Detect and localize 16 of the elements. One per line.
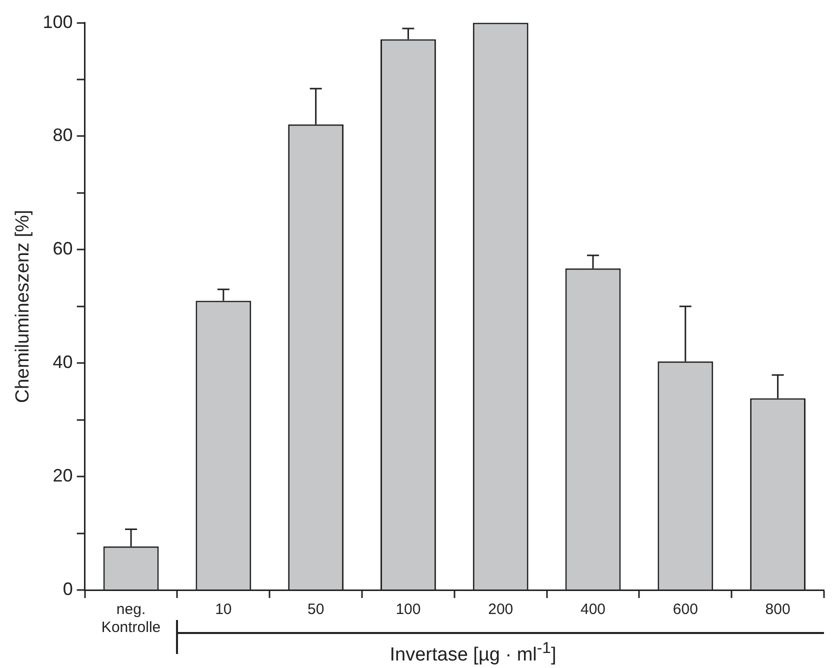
y-tick-label: 100	[42, 12, 73, 32]
x-tick-label: 600	[672, 601, 698, 618]
x-tick-label: 50	[307, 601, 324, 618]
x-tick-label: 100	[396, 601, 421, 618]
x-tick-label: neg. Kontrolle	[101, 601, 161, 636]
x-tick-label: 10	[215, 601, 232, 618]
y-tick-label: 40	[52, 352, 73, 372]
x-tick-label: 400	[580, 601, 606, 618]
x-tick-label: 800	[765, 601, 790, 618]
y-tick-label: 60	[52, 238, 73, 259]
x-tick-label: 200	[488, 601, 514, 618]
x-axis-title: Invertase [µg · ml$^{-1}$]	[388, 640, 558, 666]
y-tick-label: 20	[52, 466, 73, 486]
y-axis-title: Chemilumineszenz [%]	[12, 210, 34, 404]
y-tick-label: 80	[52, 125, 73, 146]
y-tick-label: 0	[62, 578, 73, 599]
